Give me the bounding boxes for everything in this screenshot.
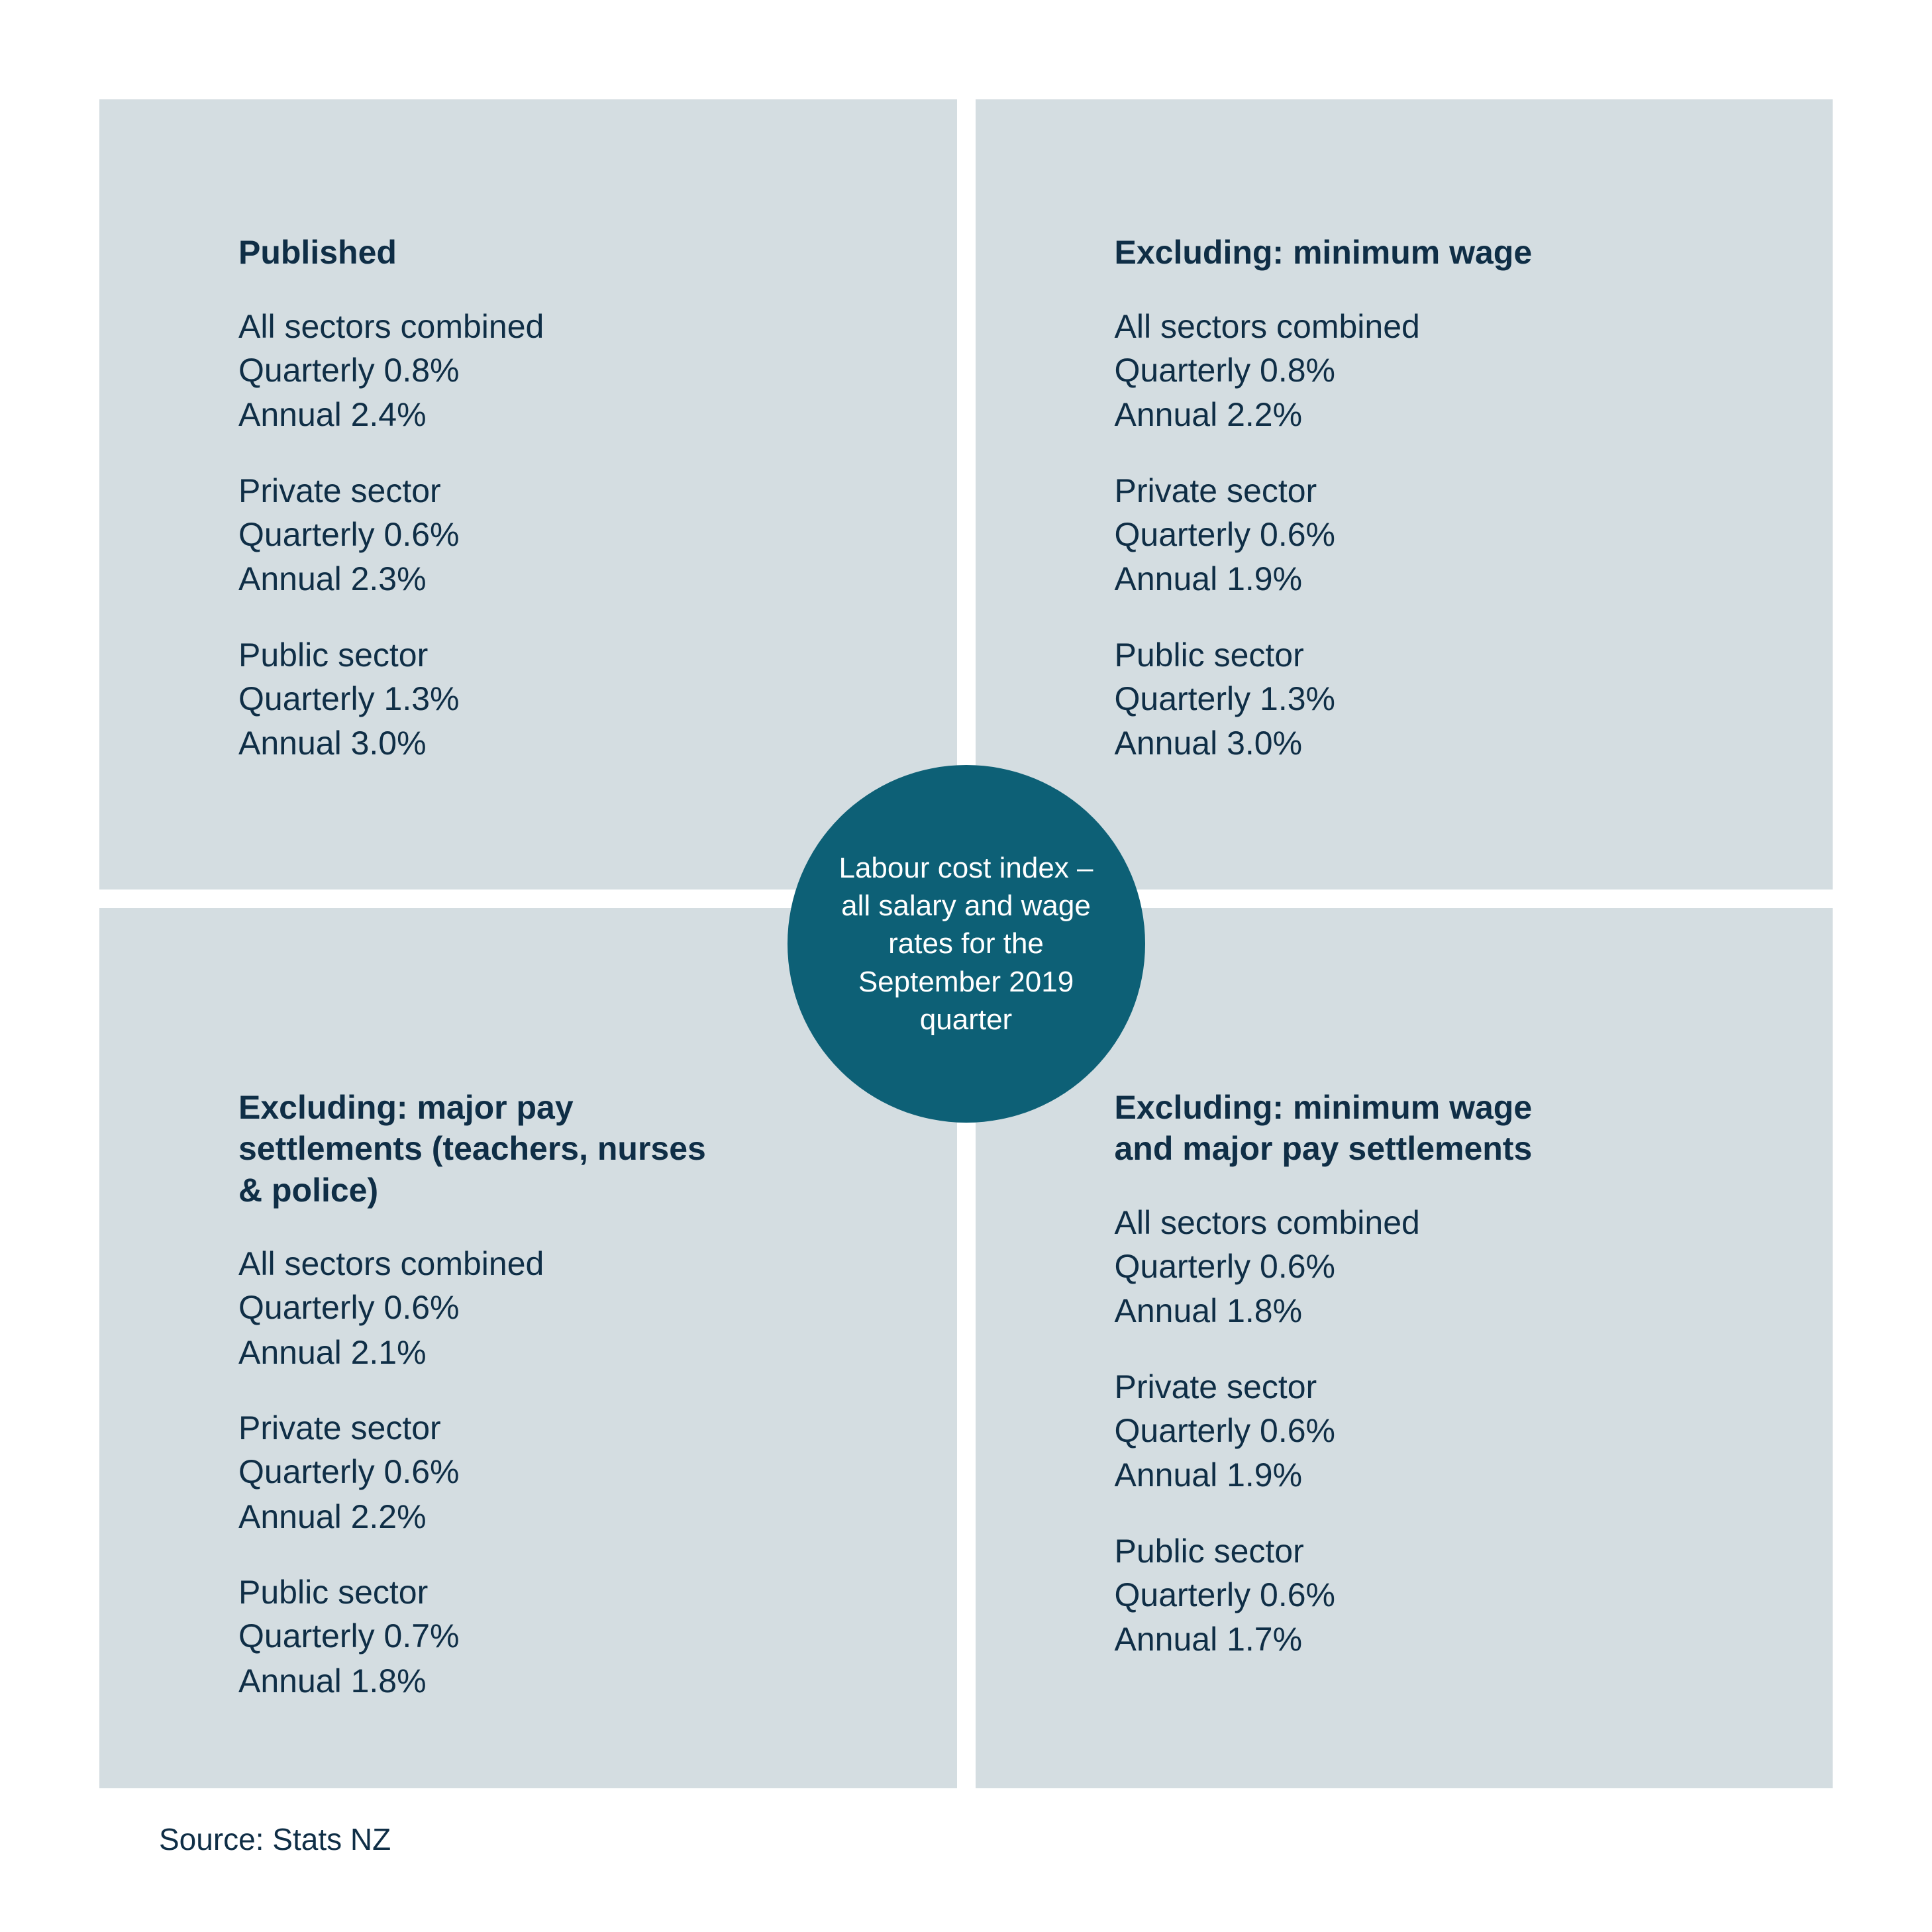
stat-quarterly: Quarterly 0.8%	[238, 348, 904, 393]
stat-annual: Annual 1.9%	[1115, 1453, 1780, 1498]
stat-quarterly: Quarterly 0.6%	[238, 513, 904, 558]
stat-quarterly: Quarterly 0.6%	[1115, 1409, 1780, 1454]
stat-annual: Annual 2.3%	[238, 557, 904, 602]
section-public: Public sector Quarterly 1.3% Annual 3.0%	[1115, 634, 1780, 766]
center-badge-text: Labour cost index – all salary and wage …	[827, 849, 1105, 1039]
stat-annual: Annual 3.0%	[238, 721, 904, 766]
stat-annual: Annual 2.4%	[238, 393, 904, 438]
section-all: All sectors combined Quarterly 0.8% Annu…	[238, 305, 904, 438]
section-public: Public sector Quarterly 0.7% Annual 1.8%	[238, 1571, 904, 1703]
section-name: Private sector	[1115, 470, 1780, 513]
stat-annual: Annual 3.0%	[1115, 721, 1780, 766]
section-name: Private sector	[238, 470, 904, 513]
section-name: Public sector	[1115, 634, 1780, 677]
section-name: Public sector	[238, 1571, 904, 1614]
stat-quarterly: Quarterly 0.8%	[1115, 348, 1780, 393]
section-name: All sectors combined	[238, 1243, 904, 1286]
quad-grid: Published All sectors combined Quarterly…	[99, 99, 1833, 1788]
stat-quarterly: Quarterly 0.6%	[1115, 1573, 1780, 1618]
section-name: Public sector	[238, 634, 904, 677]
section-name: Public sector	[1115, 1530, 1780, 1573]
panel-published: Published All sectors combined Quarterly…	[99, 99, 957, 890]
stat-quarterly: Quarterly 1.3%	[238, 677, 904, 722]
stat-quarterly: Quarterly 0.6%	[238, 1450, 904, 1495]
section-name: Private sector	[1115, 1366, 1780, 1409]
panel-excl-minwage: Excluding: minimum wage All sectors comb…	[976, 99, 1833, 890]
panel-title: Excluding: minimum wage	[1115, 232, 1592, 274]
source-label: Source: Stats NZ	[159, 1821, 391, 1857]
stat-quarterly: Quarterly 0.6%	[1115, 1245, 1780, 1290]
section-all: All sectors combined Quarterly 0.6% Annu…	[238, 1243, 904, 1375]
section-name: Private sector	[238, 1407, 904, 1450]
stat-annual: Annual 1.8%	[238, 1659, 904, 1704]
section-private: Private sector Quarterly 0.6% Annual 2.2…	[238, 1407, 904, 1539]
stat-annual: Annual 1.8%	[1115, 1289, 1780, 1334]
stat-quarterly: Quarterly 0.6%	[1115, 513, 1780, 558]
section-private: Private sector Quarterly 0.6% Annual 1.9…	[1115, 1366, 1780, 1498]
stat-annual: Annual 1.9%	[1115, 557, 1780, 602]
section-name: All sectors combined	[238, 305, 904, 348]
section-name: All sectors combined	[1115, 305, 1780, 348]
infographic-container: Published All sectors combined Quarterly…	[99, 99, 1833, 1788]
stat-quarterly: Quarterly 0.7%	[238, 1614, 904, 1659]
panel-title: Published	[238, 232, 715, 274]
stat-quarterly: Quarterly 0.6%	[238, 1286, 904, 1331]
section-name: All sectors combined	[1115, 1201, 1780, 1245]
section-all: All sectors combined Quarterly 0.6% Annu…	[1115, 1201, 1780, 1334]
section-public: Public sector Quarterly 1.3% Annual 3.0%	[238, 634, 904, 766]
section-private: Private sector Quarterly 0.6% Annual 1.9…	[1115, 470, 1780, 602]
stat-annual: Annual 1.7%	[1115, 1617, 1780, 1662]
stat-annual: Annual 2.1%	[238, 1331, 904, 1376]
stat-quarterly: Quarterly 1.3%	[1115, 677, 1780, 722]
section-all: All sectors combined Quarterly 0.8% Annu…	[1115, 305, 1780, 438]
panel-title: Excluding: minimum wage and major pay se…	[1115, 1087, 1592, 1170]
section-public: Public sector Quarterly 0.6% Annual 1.7%	[1115, 1530, 1780, 1662]
stat-annual: Annual 2.2%	[1115, 393, 1780, 438]
section-private: Private sector Quarterly 0.6% Annual 2.3…	[238, 470, 904, 602]
stat-annual: Annual 2.2%	[238, 1495, 904, 1540]
center-badge: Labour cost index – all salary and wage …	[788, 765, 1145, 1123]
panel-title: Excluding: major pay settlements (teache…	[238, 1087, 715, 1211]
